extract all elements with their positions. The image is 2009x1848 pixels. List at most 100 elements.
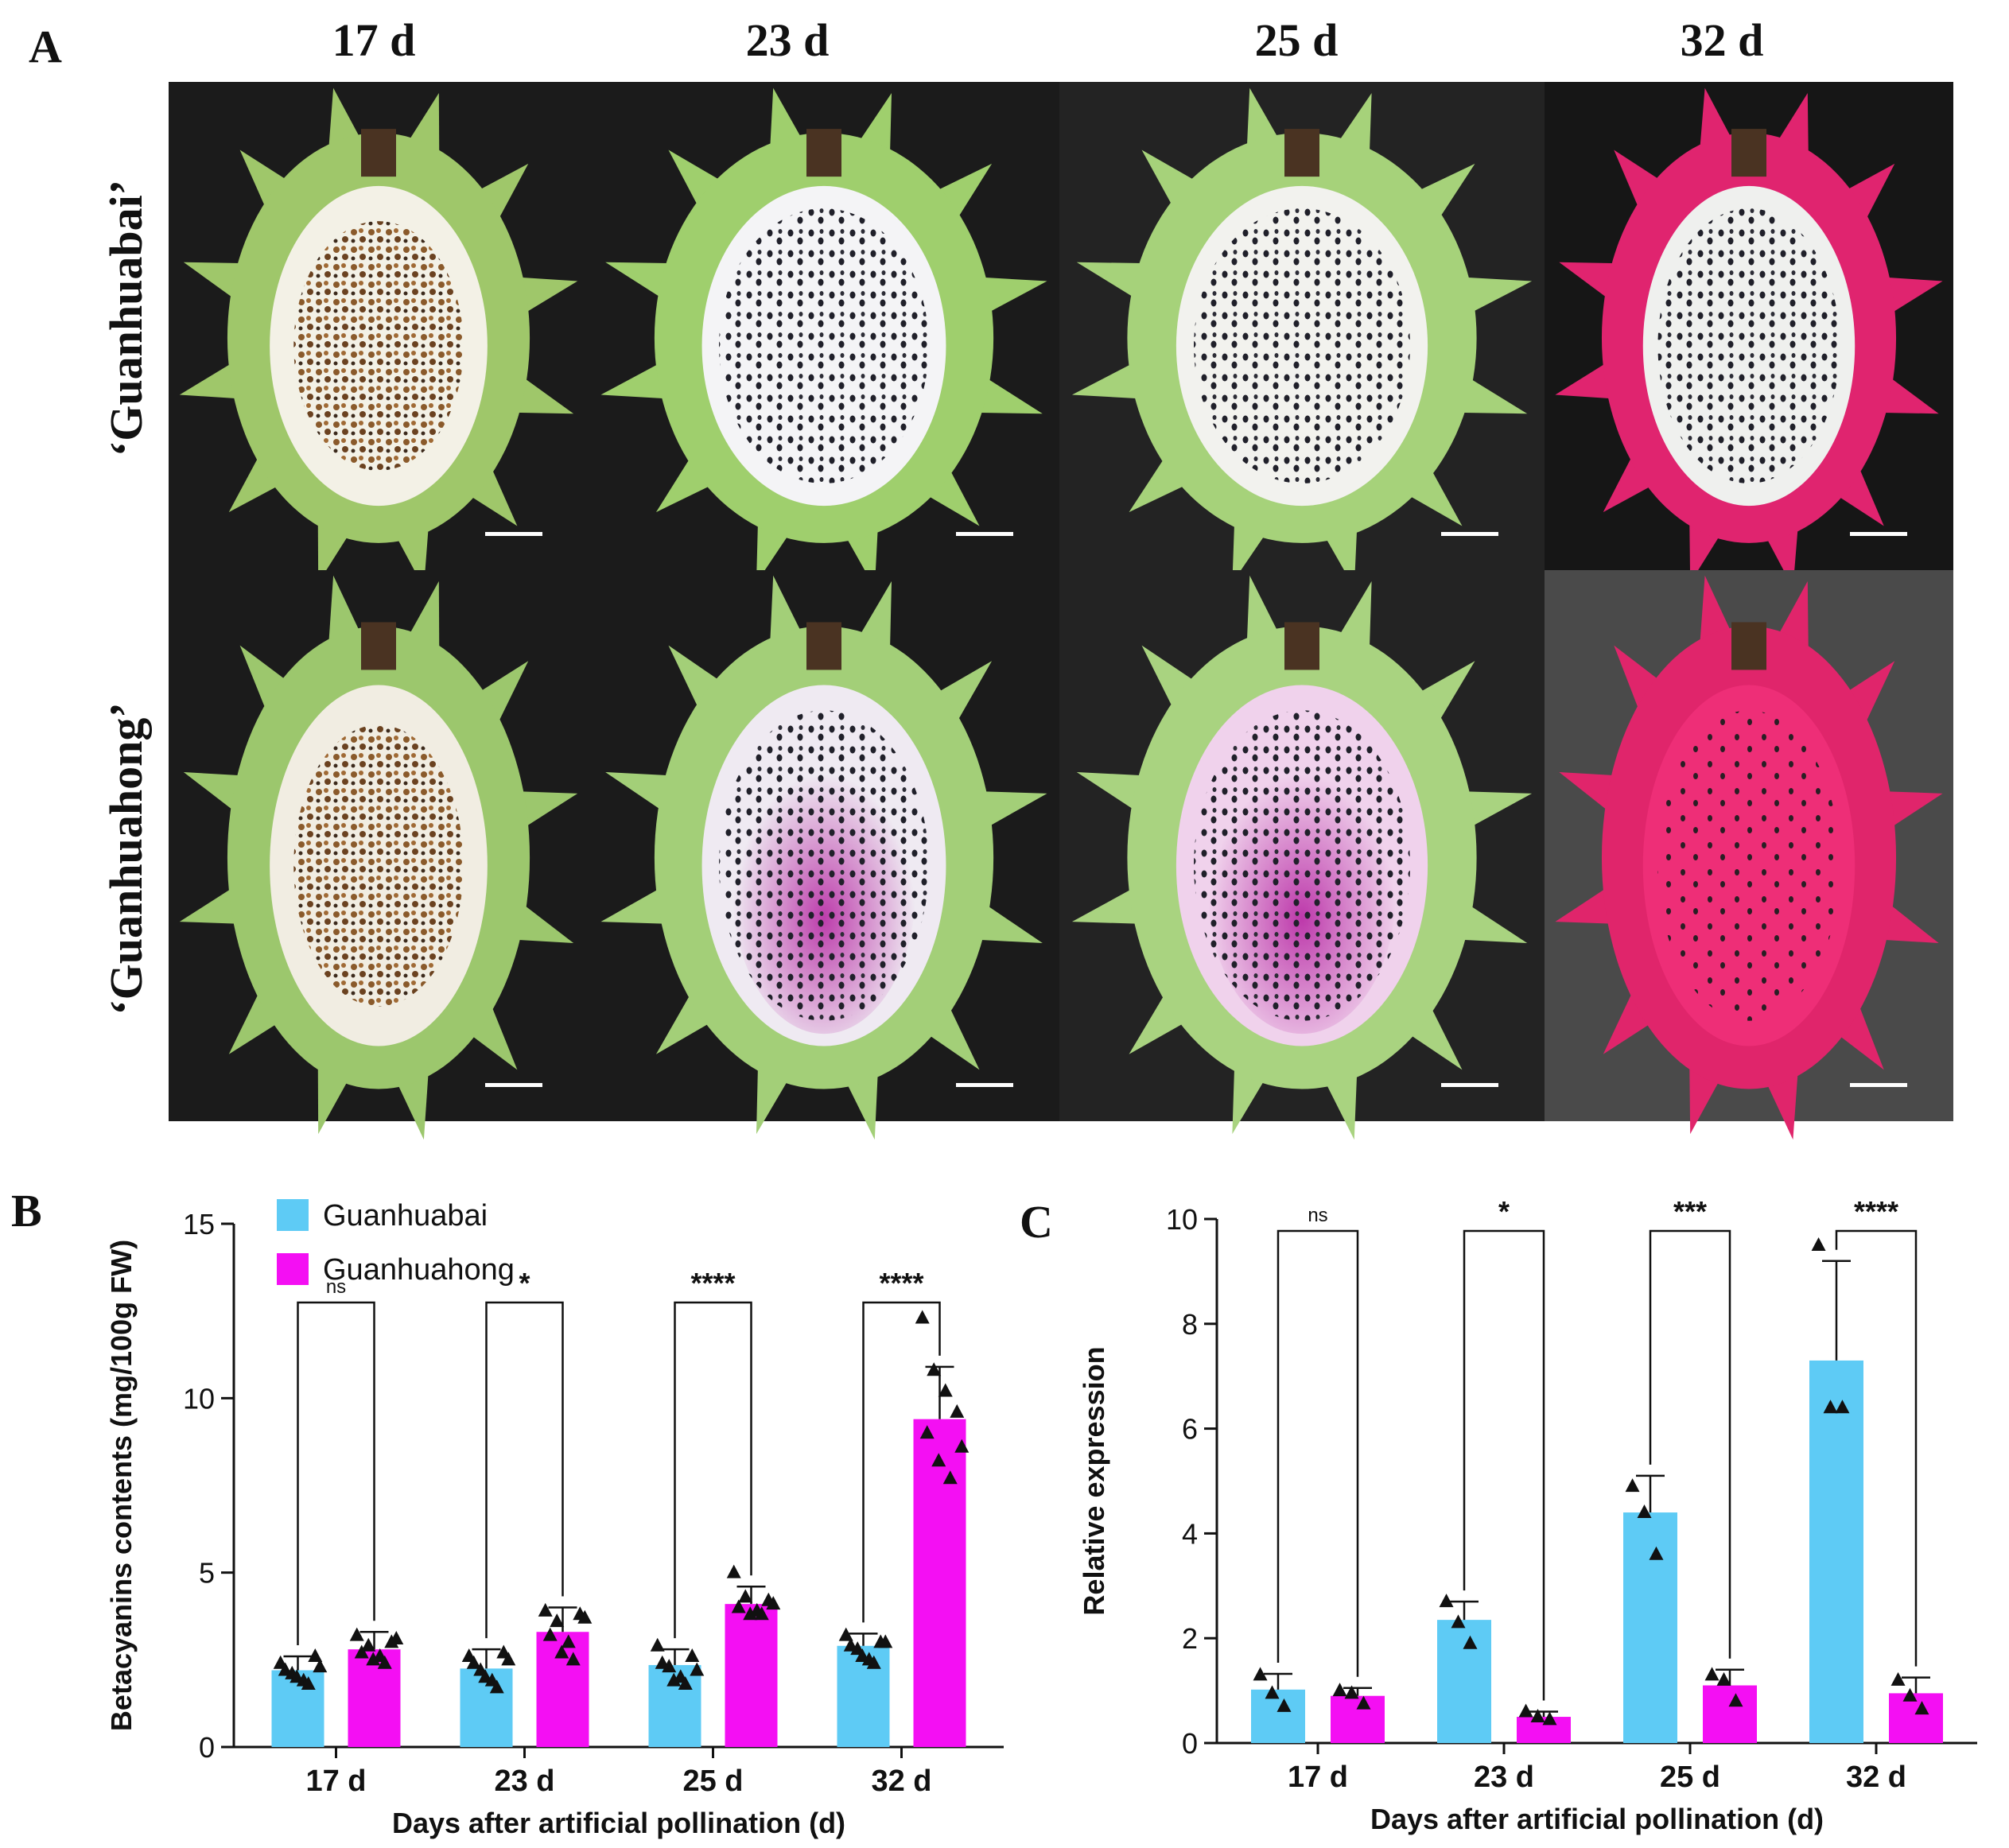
x-axis-title: Days after artificial pollination (d)	[392, 1807, 845, 1839]
y-axis-title: Betacyanins contents (mg/100g FW)	[105, 1240, 138, 1731]
y-axis-title: Relative expression	[1078, 1346, 1110, 1615]
bar-guanhuahong	[1889, 1693, 1943, 1743]
fruit-photo-guanhuabai-25d	[1059, 82, 1545, 588]
scale-bar	[1441, 532, 1498, 536]
data-point	[349, 1627, 364, 1641]
column-header-23d: 23 d	[746, 14, 830, 66]
data-point	[950, 1403, 965, 1418]
data-point	[377, 1655, 392, 1669]
scale-bar	[485, 532, 542, 536]
y-tick-label: 2	[1182, 1622, 1198, 1655]
data-point	[501, 1652, 516, 1666]
significance-label: ***	[1673, 1195, 1707, 1228]
data-point	[754, 1606, 769, 1621]
data-point	[855, 1648, 870, 1662]
data-point	[878, 1634, 893, 1648]
data-point	[1914, 1701, 1929, 1715]
fruit-photo-guanhuahong-32d	[1545, 570, 1953, 1140]
column-headers: 17 d 23 d 25 d 32 d	[332, 14, 1764, 66]
data-point	[1439, 1594, 1454, 1608]
data-point	[1649, 1546, 1664, 1560]
data-point	[1463, 1635, 1478, 1649]
significance-label: ****	[879, 1267, 923, 1299]
significance-bracket	[1649, 1229, 1731, 1659]
data-point	[561, 1634, 576, 1648]
row-label-guanhuahong: ‘Guanhuahong’	[100, 702, 152, 1015]
data-point	[1890, 1671, 1906, 1686]
legend-label: Guanhuahong	[323, 1253, 515, 1287]
panel-c-label: C	[1020, 1196, 1053, 1248]
y-tick-label: 15	[183, 1208, 215, 1240]
data-point	[843, 1637, 858, 1652]
data-point	[1716, 1671, 1731, 1686]
column-header-32d: 32 d	[1681, 14, 1764, 66]
data-point	[1265, 1685, 1280, 1699]
data-point	[731, 1599, 746, 1613]
data-point	[466, 1655, 481, 1669]
data-point	[954, 1438, 970, 1453]
y-tick-label: 8	[1182, 1308, 1198, 1341]
data-point	[685, 1648, 700, 1662]
data-point	[738, 1589, 753, 1603]
data-point	[278, 1662, 293, 1676]
y-tick-label: 6	[1182, 1413, 1198, 1446]
significance-label: ****	[1854, 1195, 1898, 1228]
data-point	[726, 1564, 741, 1578]
bar-guanhuahong	[725, 1604, 778, 1747]
fruit-photo-guanhuahong-17d	[169, 570, 589, 1140]
data-point	[542, 1627, 558, 1641]
data-point	[1835, 1400, 1850, 1414]
data-point	[313, 1659, 328, 1673]
significance-label: *	[1498, 1195, 1510, 1228]
fruit-photo-guanhuabai-17d	[169, 82, 589, 588]
y-tick-label: 0	[199, 1731, 215, 1764]
data-point	[655, 1655, 670, 1669]
y-tick-label: 4	[1182, 1517, 1198, 1550]
bar-guanhuabai	[1809, 1360, 1863, 1743]
x-axis-title: Days after artificial pollination (d)	[1370, 1803, 1824, 1835]
significance-label: ns	[1308, 1205, 1327, 1226]
data-point	[1253, 1667, 1268, 1681]
y-tick-label: 5	[199, 1557, 215, 1590]
data-point	[1518, 1703, 1533, 1718]
data-point	[690, 1662, 705, 1676]
legend-swatch	[277, 1253, 309, 1285]
fruit-seeds	[1657, 208, 1840, 483]
bar-guanhuabai	[271, 1670, 324, 1747]
x-tick-label: 32 d	[871, 1765, 931, 1798]
data-point	[931, 1453, 946, 1467]
data-point	[550, 1613, 565, 1628]
data-point	[766, 1596, 781, 1610]
chart-b: 0 5 10 15 Betacyanins contents (mg/100g FW) D…	[105, 1199, 1004, 1839]
bar-guanhuabai	[837, 1645, 890, 1747]
significance-bracket	[674, 1301, 752, 1639]
fruit-photo-guanhuahong-23d	[589, 570, 1059, 1140]
data-point	[942, 1470, 958, 1485]
data-point	[301, 1676, 316, 1691]
fruit-photo-guanhuabai-32d	[1545, 82, 1953, 588]
fruit-stem	[806, 129, 841, 177]
significance-bracket	[1277, 1229, 1359, 1677]
data-point	[1451, 1614, 1466, 1629]
fruit-stem	[1731, 622, 1766, 670]
scale-bar	[1850, 532, 1907, 536]
data-point	[650, 1637, 665, 1652]
fruit-photo-guanhuabai-23d	[589, 82, 1059, 588]
data-point	[354, 1644, 369, 1659]
data-point	[289, 1669, 305, 1683]
legend-swatch	[277, 1199, 309, 1231]
data-point	[938, 1383, 953, 1397]
bar-guanhuahong	[1703, 1685, 1757, 1743]
data-point	[1902, 1687, 1918, 1702]
data-point	[919, 1425, 935, 1439]
data-point	[662, 1659, 677, 1673]
data-point	[1530, 1709, 1545, 1723]
data-point	[1356, 1695, 1371, 1710]
data-point	[565, 1652, 581, 1666]
data-point	[1811, 1237, 1826, 1251]
row-label-guanhuabai: ‘Guanhuabai’	[100, 180, 152, 456]
fruit-seeds	[1657, 710, 1840, 1021]
data-point	[308, 1648, 323, 1662]
data-point	[866, 1655, 881, 1669]
bar-guanhuahong	[1331, 1695, 1385, 1743]
